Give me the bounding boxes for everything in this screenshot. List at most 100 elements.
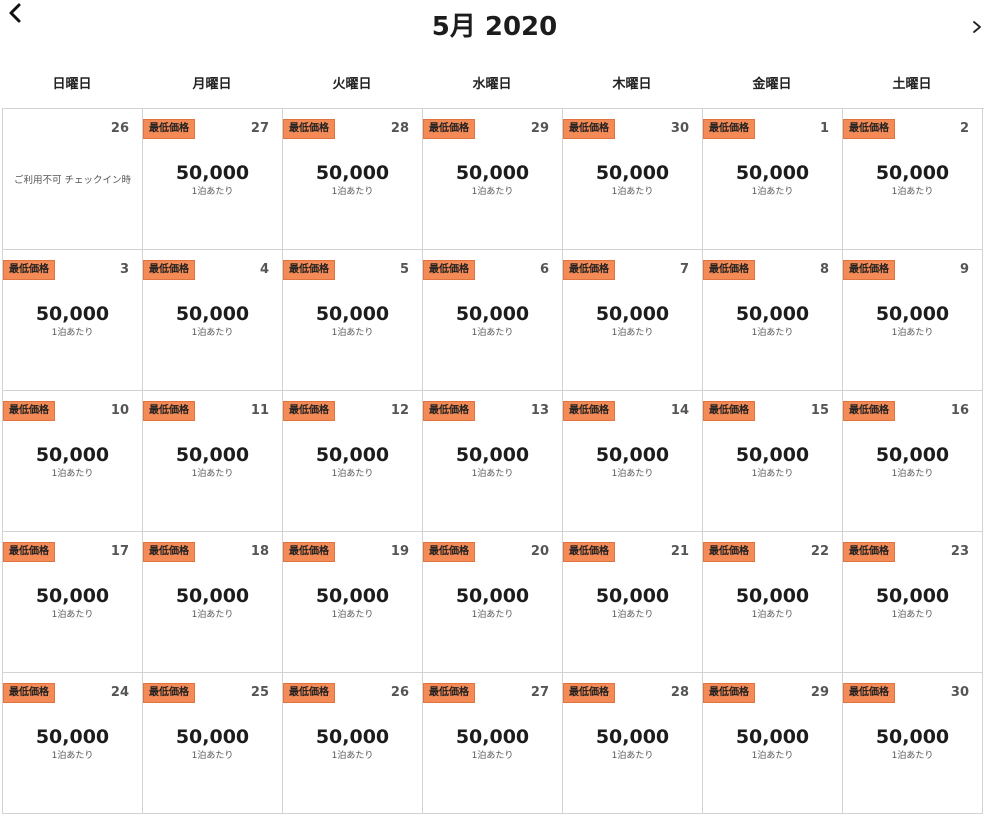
- calendar-day-cell[interactable]: 最低価格 8 50,000 1泊あたり: [703, 250, 843, 391]
- weekday-label: 金曜日: [752, 77, 792, 92]
- day-number: 12: [390, 403, 409, 418]
- calendar-day-cell[interactable]: 最低価格 27 50,000 1泊あたり: [423, 673, 563, 814]
- lowest-price-badge: 最低価格: [283, 683, 335, 703]
- day-number: 13: [530, 403, 549, 418]
- day-number: 20: [530, 544, 549, 559]
- per-night-label: 1泊あたり: [471, 187, 514, 197]
- calendar-day-cell[interactable]: 最低価格 7 50,000 1泊あたり: [563, 250, 703, 391]
- per-night-label: 1泊あたり: [51, 328, 94, 338]
- nightly-price: 50,000: [735, 444, 810, 466]
- calendar-day-cell[interactable]: 最低価格 30 50,000 1泊あたり: [843, 673, 983, 814]
- calendar-day-cell[interactable]: 最低価格 22 50,000 1泊あたり: [703, 532, 843, 673]
- calendar-day-cell[interactable]: 26 ご利用不可 チェックイン時: [3, 109, 143, 250]
- calendar-day-cell[interactable]: 最低価格 29 50,000 1泊あたり: [423, 109, 563, 250]
- calendar-day-cell[interactable]: 最低価格 3 50,000 1泊あたり: [3, 250, 143, 391]
- nightly-price: 50,000: [35, 585, 110, 607]
- day-number: 27: [530, 685, 549, 700]
- lowest-price-badge: 最低価格: [143, 683, 195, 703]
- calendar-day-cell[interactable]: 最低価格 28 50,000 1泊あたり: [283, 109, 423, 250]
- calendar-day-cell[interactable]: 最低価格 4 50,000 1泊あたり: [143, 250, 283, 391]
- calendar-day-cell[interactable]: 最低価格 19 50,000 1泊あたり: [283, 532, 423, 673]
- lowest-price-badge: 最低価格: [703, 542, 755, 562]
- calendar-day-cell[interactable]: 最低価格 20 50,000 1泊あたり: [423, 532, 563, 673]
- chevron-right-icon: [973, 21, 981, 33]
- calendar-day-cell[interactable]: 最低価格 28 50,000 1泊あたり: [563, 673, 703, 814]
- calendar-day-cell[interactable]: 最低価格 18 50,000 1泊あたり: [143, 532, 283, 673]
- nightly-price: 50,000: [455, 726, 530, 748]
- lowest-price-badge: 最低価格: [423, 542, 475, 562]
- nightly-price: 50,000: [315, 726, 390, 748]
- lowest-price-badge: 最低価格: [843, 260, 895, 280]
- day-number: 27: [250, 121, 269, 136]
- weekday-header: 日曜日 月曜日 火曜日 水曜日 木曜日 金曜日 土曜日: [2, 74, 985, 96]
- nightly-price: 50,000: [175, 444, 250, 466]
- lowest-price-badge: 最低価格: [283, 401, 335, 421]
- calendar-day-cell[interactable]: 最低価格 21 50,000 1泊あたり: [563, 532, 703, 673]
- lowest-price-badge: 最低価格: [563, 260, 615, 280]
- calendar-day-cell[interactable]: 最低価格 12 50,000 1泊あたり: [283, 391, 423, 532]
- nightly-price: 50,000: [175, 585, 250, 607]
- per-night-label: 1泊あたり: [191, 751, 234, 761]
- calendar-day-cell[interactable]: 最低価格 15 50,000 1泊あたり: [703, 391, 843, 532]
- calendar-day-cell[interactable]: 最低価格 1 50,000 1泊あたり: [703, 109, 843, 250]
- calendar-day-cell[interactable]: 最低価格 9 50,000 1泊あたり: [843, 250, 983, 391]
- nightly-price: 50,000: [315, 585, 390, 607]
- per-night-label: 1泊あたり: [891, 610, 934, 620]
- day-number: 6: [539, 262, 549, 277]
- day-number: 29: [530, 121, 549, 136]
- unavailable-label: ご利用不可 チェックイン時: [13, 175, 132, 186]
- nightly-price: 50,000: [35, 444, 110, 466]
- per-night-label: 1泊あたり: [331, 751, 374, 761]
- day-number: 1: [819, 121, 829, 136]
- lowest-price-badge: 最低価格: [703, 683, 755, 703]
- day-number: 21: [670, 544, 689, 559]
- per-night-label: 1泊あたり: [611, 328, 654, 338]
- nightly-price: 50,000: [595, 444, 670, 466]
- nightly-price: 50,000: [875, 444, 950, 466]
- weekday-label: 水曜日: [472, 77, 512, 92]
- calendar-day-cell[interactable]: 最低価格 6 50,000 1泊あたり: [423, 250, 563, 391]
- prev-month-button[interactable]: [4, 2, 28, 26]
- calendar-day-cell[interactable]: 最低価格 23 50,000 1泊あたり: [843, 532, 983, 673]
- per-night-label: 1泊あたり: [751, 328, 794, 338]
- nightly-price: 50,000: [875, 726, 950, 748]
- lowest-price-badge: 最低価格: [143, 119, 195, 139]
- day-number: 30: [670, 121, 689, 136]
- day-number: 10: [110, 403, 129, 418]
- per-night-label: 1泊あたり: [471, 469, 514, 479]
- calendar-day-cell[interactable]: 最低価格 16 50,000 1泊あたり: [843, 391, 983, 532]
- calendar-day-cell[interactable]: 最低価格 27 50,000 1泊あたり: [143, 109, 283, 250]
- lowest-price-badge: 最低価格: [283, 119, 335, 139]
- lowest-price-badge: 最低価格: [143, 260, 195, 280]
- calendar-day-cell[interactable]: 最低価格 10 50,000 1泊あたり: [3, 391, 143, 532]
- calendar-day-cell[interactable]: 最低価格 30 50,000 1泊あたり: [563, 109, 703, 250]
- next-month-button[interactable]: [970, 18, 984, 36]
- calendar-day-cell[interactable]: 最低価格 13 50,000 1泊あたり: [423, 391, 563, 532]
- lowest-price-badge: 最低価格: [843, 401, 895, 421]
- calendar-day-cell[interactable]: 最低価格 14 50,000 1泊あたり: [563, 391, 703, 532]
- lowest-price-badge: 最低価格: [423, 401, 475, 421]
- calendar-day-cell[interactable]: 最低価格 5 50,000 1泊あたり: [283, 250, 423, 391]
- day-number: 7: [679, 262, 689, 277]
- day-number: 11: [250, 403, 269, 418]
- per-night-label: 1泊あたり: [611, 469, 654, 479]
- lowest-price-badge: 最低価格: [3, 542, 55, 562]
- calendar-day-cell[interactable]: 最低価格 11 50,000 1泊あたり: [143, 391, 283, 532]
- calendar-day-cell[interactable]: 最低価格 2 50,000 1泊あたり: [843, 109, 983, 250]
- month-title: 5月 2020: [431, 12, 558, 42]
- nightly-price: 50,000: [35, 726, 110, 748]
- calendar-day-cell[interactable]: 最低価格 25 50,000 1泊あたり: [143, 673, 283, 814]
- calendar-day-cell[interactable]: 最低価格 29 50,000 1泊あたり: [703, 673, 843, 814]
- calendar-day-cell[interactable]: 最低価格 26 50,000 1泊あたり: [283, 673, 423, 814]
- per-night-label: 1泊あたり: [611, 187, 654, 197]
- nightly-price: 50,000: [875, 585, 950, 607]
- day-number: 19: [390, 544, 409, 559]
- day-number: 26: [390, 685, 409, 700]
- day-number: 25: [250, 685, 269, 700]
- per-night-label: 1泊あたり: [331, 610, 374, 620]
- calendar-day-cell[interactable]: 最低価格 17 50,000 1泊あたり: [3, 532, 143, 673]
- per-night-label: 1泊あたり: [191, 187, 234, 197]
- nightly-price: 50,000: [455, 303, 530, 325]
- calendar-day-cell[interactable]: 最低価格 24 50,000 1泊あたり: [3, 673, 143, 814]
- nightly-price: 50,000: [875, 162, 950, 184]
